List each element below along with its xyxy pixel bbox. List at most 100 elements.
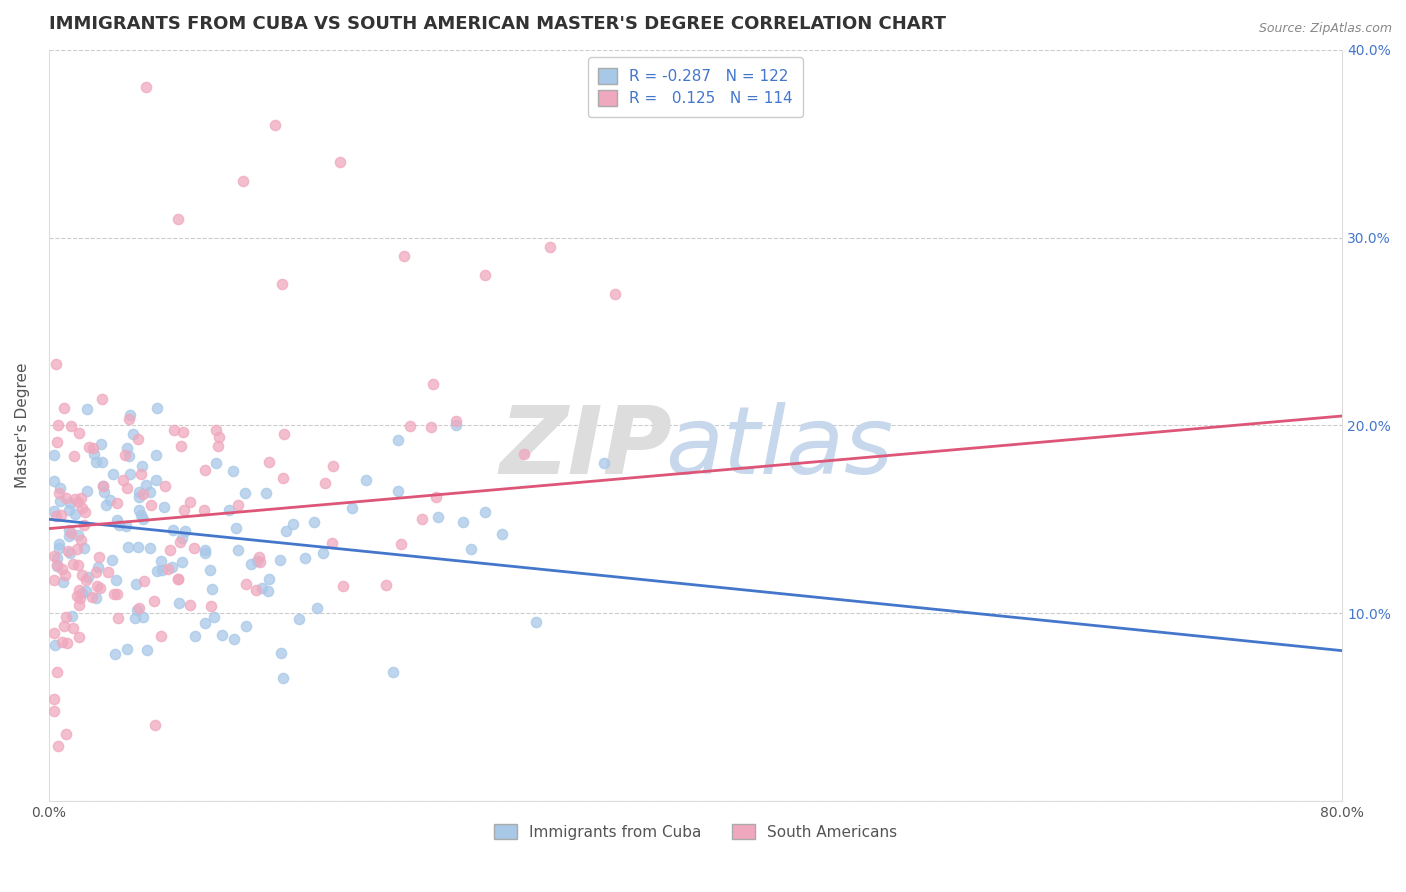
Point xyxy=(55,491,77,505)
Point xyxy=(52,574,75,589)
Point xyxy=(179,599,201,613)
Point xyxy=(257,455,280,469)
Point xyxy=(55,727,77,741)
Point xyxy=(257,583,280,598)
Point xyxy=(129,508,152,522)
Point xyxy=(82,591,104,605)
Point xyxy=(246,554,269,568)
Point xyxy=(166,572,188,586)
Point xyxy=(332,579,354,593)
Point xyxy=(73,541,96,556)
Point xyxy=(218,503,240,517)
Point xyxy=(127,432,149,446)
Point xyxy=(59,546,82,560)
Point xyxy=(94,498,117,512)
Point xyxy=(274,524,297,539)
Point xyxy=(63,508,86,522)
Point xyxy=(173,503,195,517)
Point xyxy=(42,448,65,462)
Point xyxy=(42,549,65,563)
Point xyxy=(76,483,98,498)
Point xyxy=(118,467,141,482)
Point xyxy=(111,473,134,487)
Point xyxy=(77,440,100,454)
Point xyxy=(142,594,165,608)
Point xyxy=(128,490,150,504)
Point xyxy=(427,510,450,524)
Point xyxy=(257,572,280,586)
Point xyxy=(226,542,249,557)
Point xyxy=(425,491,447,505)
Point xyxy=(62,620,84,634)
Point xyxy=(75,584,97,599)
Point xyxy=(42,692,65,706)
Point xyxy=(235,576,257,591)
Point xyxy=(312,546,335,560)
Point xyxy=(128,503,150,517)
Point xyxy=(135,478,157,492)
Point xyxy=(105,513,128,527)
Point xyxy=(314,476,336,491)
Point xyxy=(603,287,626,301)
Point xyxy=(225,521,247,535)
Point xyxy=(131,487,153,501)
Point xyxy=(474,268,496,282)
Point xyxy=(194,463,217,477)
Point xyxy=(93,485,115,500)
Point xyxy=(139,541,162,556)
Point xyxy=(42,504,65,518)
Point xyxy=(169,596,191,610)
Point xyxy=(107,611,129,625)
Point xyxy=(235,619,257,633)
Point xyxy=(264,118,287,132)
Point xyxy=(167,211,190,226)
Point xyxy=(124,611,146,625)
Point xyxy=(55,610,77,624)
Point xyxy=(121,427,143,442)
Point xyxy=(69,425,91,440)
Point xyxy=(63,491,86,506)
Point xyxy=(45,558,67,573)
Y-axis label: Master's Degree: Master's Degree xyxy=(15,363,30,488)
Point xyxy=(70,586,93,600)
Point xyxy=(174,524,197,538)
Point xyxy=(86,578,108,592)
Point xyxy=(156,561,179,575)
Point xyxy=(46,434,69,449)
Point xyxy=(394,249,416,263)
Point xyxy=(153,500,176,515)
Point xyxy=(105,587,128,601)
Point xyxy=(105,496,128,510)
Point xyxy=(42,474,65,488)
Point xyxy=(83,447,105,461)
Point xyxy=(166,573,188,587)
Text: Source: ZipAtlas.com: Source: ZipAtlas.com xyxy=(1258,22,1392,36)
Point xyxy=(56,543,79,558)
Point xyxy=(211,628,233,642)
Point xyxy=(128,601,150,615)
Point xyxy=(288,612,311,626)
Point xyxy=(51,562,73,576)
Point xyxy=(356,474,378,488)
Text: IMMIGRANTS FROM CUBA VS SOUTH AMERICAN MASTER'S DEGREE CORRELATION CHART: IMMIGRANTS FROM CUBA VS SOUTH AMERICAN M… xyxy=(49,15,946,33)
Point xyxy=(84,566,107,580)
Point xyxy=(419,420,441,434)
Point xyxy=(48,537,70,551)
Point xyxy=(232,174,254,188)
Point xyxy=(387,484,409,499)
Point xyxy=(281,517,304,532)
Point xyxy=(172,425,194,439)
Point xyxy=(49,508,72,522)
Point xyxy=(58,502,80,516)
Point xyxy=(84,591,107,605)
Point xyxy=(201,582,224,596)
Point xyxy=(146,401,169,415)
Point xyxy=(131,458,153,473)
Point xyxy=(170,555,193,569)
Point xyxy=(59,418,82,433)
Point xyxy=(118,412,141,426)
Point xyxy=(91,479,114,493)
Point xyxy=(399,419,422,434)
Point xyxy=(125,603,148,617)
Point xyxy=(145,449,167,463)
